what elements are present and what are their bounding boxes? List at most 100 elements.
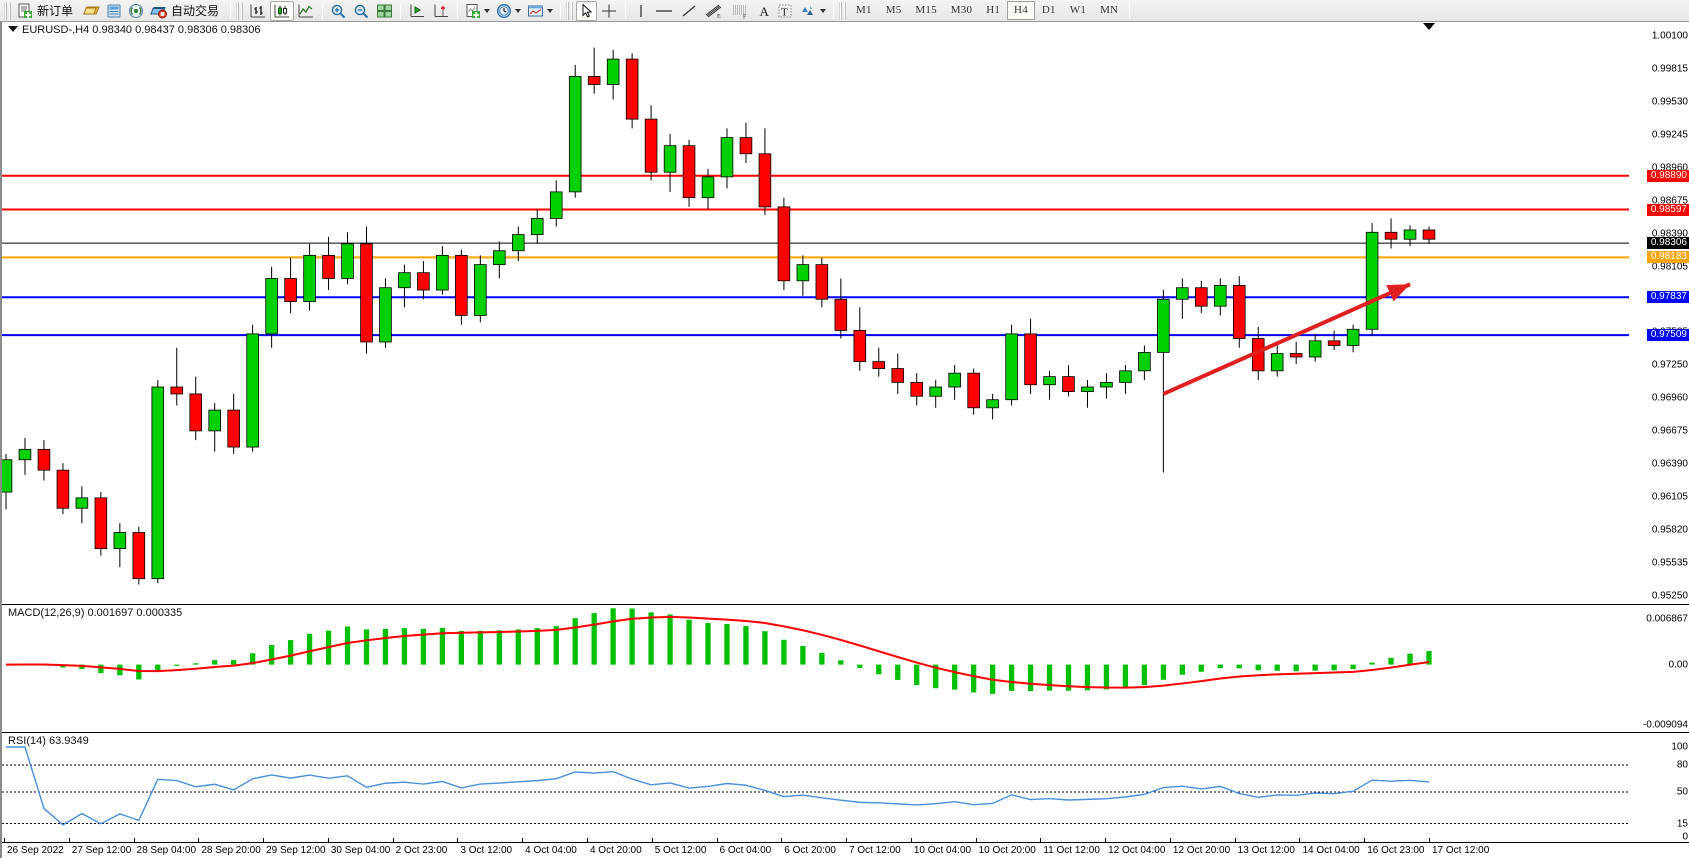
profiles-button[interactable]: [80, 1, 103, 21]
time-axis-tick: [1040, 838, 1042, 843]
price-pane[interactable]: EURUSD-,H4 0.98340 0.98437 0.98306 0.983…: [2, 22, 1689, 604]
timeframe-m1[interactable]: M1: [856, 4, 872, 16]
toolbar-grip-4[interactable]: [839, 1, 847, 20]
timeframe-w1[interactable]: W1: [1069, 4, 1087, 16]
candle: [132, 532, 146, 580]
chevron-down-icon-3[interactable]: [547, 8, 554, 13]
support-level-2-tag[interactable]: 0.97509: [1646, 329, 1689, 342]
bar-chart-button[interactable]: [246, 1, 270, 21]
chart-header: EURUSD-,H4 0.98340 0.98437 0.98306 0.983…: [8, 24, 261, 36]
chart-area[interactable]: EURUSD-,H4 0.98340 0.98437 0.98306 0.983…: [0, 22, 1689, 858]
zoom-in-button[interactable]: [327, 1, 350, 21]
fibonacci-button[interactable]: F: [727, 1, 753, 21]
line-chart-button[interactable]: [294, 1, 318, 21]
auto-scroll-marker-icon[interactable]: [1423, 23, 1435, 30]
market-watch-icon: [107, 4, 121, 17]
text-label-button[interactable]: T: [774, 1, 796, 21]
timeframe-d1[interactable]: D1: [1041, 4, 1056, 16]
templates-button[interactable]: [524, 1, 556, 21]
support-level-1-tag[interactable]: 0.97837: [1646, 291, 1689, 304]
rsi-axis-label: 15: [1676, 818, 1688, 829]
time-axis-label: 14 Oct 04:00: [1302, 845, 1360, 856]
objects-icon: [802, 5, 814, 15]
candle: [360, 243, 373, 343]
zoom-in-icon: [331, 4, 346, 18]
current-price-tag[interactable]: 0.98306: [1646, 237, 1689, 250]
rsi-pane[interactable]: RSI(14) 63.9349 100 80 50 15 0: [2, 732, 1689, 843]
rsi-axis[interactable]: 100 80 50 15 0: [1629, 733, 1689, 843]
indicators-button[interactable]: [462, 1, 493, 21]
toolbar-grip-2[interactable]: [236, 1, 244, 20]
candle: [663, 145, 677, 173]
macd-axis[interactable]: 0.006867 0.00 -0.009094: [1629, 605, 1689, 732]
macd-plot[interactable]: [2, 605, 1689, 732]
time-axis-label: 12 Oct 04:00: [1108, 845, 1166, 856]
chart-shift-icon: [434, 4, 449, 17]
horizontal-line-button[interactable]: [651, 1, 677, 21]
new-order-button[interactable]: 新订单: [14, 1, 80, 21]
candle: [986, 399, 999, 409]
line-chart-icon: [298, 4, 314, 17]
price-candles: [2, 47, 1629, 585]
toolbar-grip-3[interactable]: [566, 1, 574, 20]
price-axis-label: 0.98960: [1651, 162, 1688, 174]
market-watch-button[interactable]: [103, 1, 125, 21]
candle: [1422, 229, 1436, 240]
time-axis-tick: [651, 838, 653, 843]
zoom-out-button[interactable]: [350, 1, 373, 21]
toolbar-separator-6: [625, 2, 627, 19]
chevron-down-icon-2[interactable]: [515, 8, 522, 13]
macd-axis-label: -0.009094: [1642, 719, 1688, 731]
time-axis-label: 16 Oct 23:00: [1367, 845, 1425, 856]
timeframe-h1[interactable]: H1: [986, 4, 1001, 16]
candle: [75, 497, 89, 509]
price-axis[interactable]: 1.00100 0.99815 0.99530 0.99245 0.98960 0.986…: [1629, 22, 1689, 604]
candle: [625, 58, 639, 120]
crosshair-button[interactable]: [597, 1, 621, 21]
tile-windows-button[interactable]: [373, 1, 396, 21]
objects-button[interactable]: [796, 1, 829, 21]
text-button[interactable]: A: [753, 1, 774, 21]
timeframe-m30[interactable]: M30: [950, 4, 973, 16]
bar-chart-icon: [250, 4, 266, 17]
candle: [1308, 340, 1322, 358]
candlestick-chart-button[interactable]: [270, 0, 295, 21]
macd-pane[interactable]: MACD(12,26,9) 0.001697 0.000335 0.006867…: [2, 604, 1689, 732]
zoom-out-icon: [354, 4, 369, 18]
candle: [910, 381, 924, 397]
autotrade-button[interactable]: 自动交易: [147, 1, 226, 21]
resistance-level-1-tag[interactable]: 0.98890: [1646, 169, 1689, 182]
time-axis-label: 26 Sep 2022: [7, 845, 64, 856]
timeframe-m15[interactable]: M15: [915, 4, 937, 16]
new-order-icon: [18, 3, 32, 18]
time-axis[interactable]: 26 Sep 2022 27 Sep 12:00 28 Sep 04:00 28 Se…: [2, 838, 1689, 858]
autotrade-label: 自动交易: [171, 4, 220, 18]
chevron-down-icon-4[interactable]: [820, 8, 827, 13]
periods-button[interactable]: [493, 1, 524, 21]
rsi-plot[interactable]: [2, 733, 1689, 842]
text-icon: A: [759, 4, 769, 19]
timeframe-mn[interactable]: MN: [1100, 4, 1119, 16]
candle: [455, 254, 468, 316]
trend-arrow-icon: [1162, 282, 1411, 396]
trendline-button[interactable]: [677, 1, 701, 21]
candle: [701, 176, 715, 199]
price-axis-label: 0.98105: [1651, 261, 1688, 273]
data-window-button[interactable]: [125, 1, 147, 21]
cursor-button[interactable]: [576, 0, 598, 21]
time-axis-tick: [263, 838, 265, 843]
pivot-level-tag[interactable]: 0.98183: [1646, 251, 1689, 264]
equidistant-channel-button[interactable]: E: [701, 1, 727, 21]
timeframe-h4[interactable]: H4: [1007, 1, 1035, 20]
template-icon: [528, 5, 544, 16]
chevron-down-icon[interactable]: [484, 8, 491, 13]
price-plot[interactable]: [2, 22, 1689, 604]
chart-shift-button[interactable]: [429, 1, 453, 21]
timeframe-m5[interactable]: M5: [885, 4, 902, 16]
candle: [606, 58, 620, 85]
toolbar-grip[interactable]: [4, 1, 11, 20]
resistance-level-2-tag[interactable]: 0.98597: [1646, 203, 1689, 216]
auto-scroll-button[interactable]: [405, 1, 429, 21]
chart-menu-triangle-icon[interactable]: [8, 26, 18, 33]
vertical-line-button[interactable]: [630, 1, 651, 21]
